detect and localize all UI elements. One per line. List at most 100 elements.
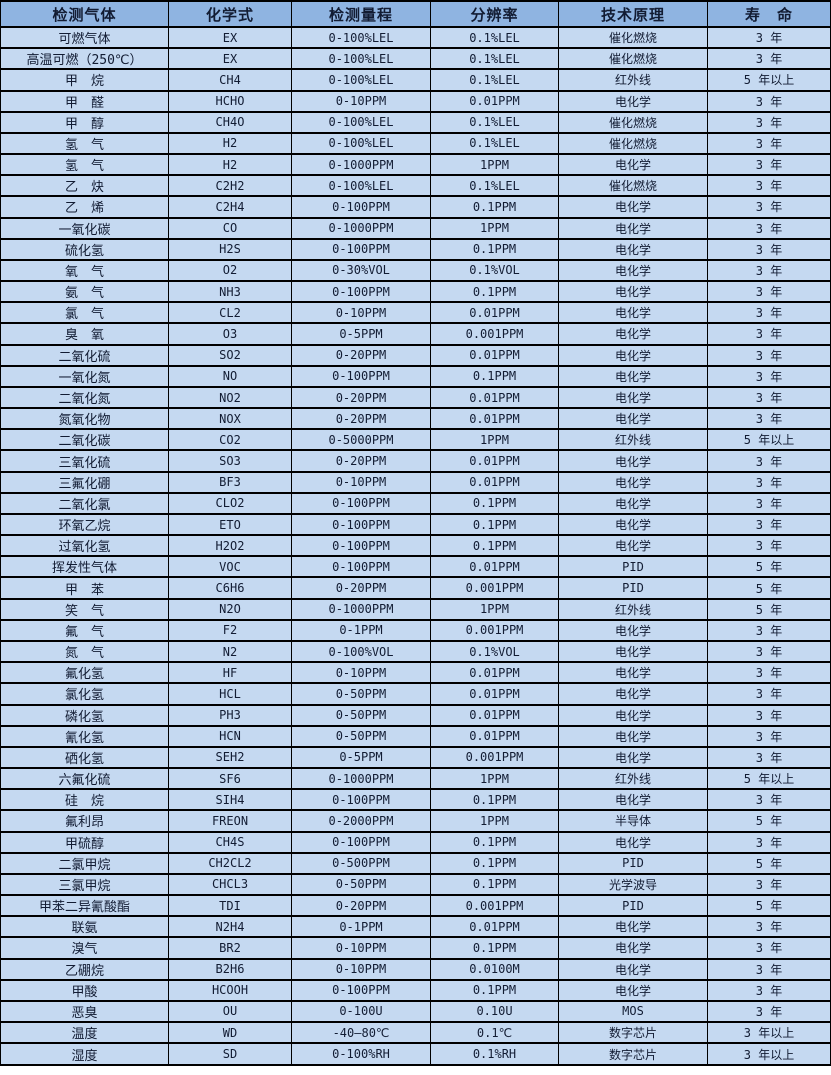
cell-range: 0-50PPM [291, 872, 431, 897]
cell-gas-name: 硒化氢 [0, 745, 169, 770]
cell-resolution: 0.1PPM [430, 195, 559, 219]
cell-principle: 电化学 [558, 978, 708, 1002]
cell-lifespan: 3 年 [707, 788, 831, 812]
cell-principle: 电化学 [558, 258, 708, 283]
cell-resolution: 0.1PPM [430, 280, 559, 304]
cell-gas-name: 氟利昂 [0, 809, 169, 833]
table-row: 高温可燃（250℃） EX 0-100%LEL 0.1%LEL 催化燃烧 3 年 [0, 47, 831, 71]
cell-formula: HCL [168, 682, 292, 706]
cell-formula: HF [168, 661, 292, 685]
table-row: 过氧化氢 H2O2 0-100PPM 0.1PPM 电化学 3 年 [0, 534, 831, 558]
cell-lifespan: 3 年 [707, 47, 831, 71]
cell-resolution: 0.1%LEL [430, 174, 559, 198]
cell-range: 0-1000PPM [291, 216, 431, 240]
cell-resolution: 1PPM [430, 597, 559, 621]
cell-resolution: 0.01PPM [430, 385, 559, 410]
cell-gas-name: 甲硫醇 [0, 830, 169, 854]
cell-lifespan: 5 年 [707, 894, 831, 918]
cell-lifespan: 3 年 [707, 385, 831, 410]
table-row: 甲 苯 C6H6 0-20PPM 0.001PPM PID 5 年 [0, 576, 831, 600]
cell-gas-name: 温度 [0, 1021, 169, 1045]
cell-formula: CLO2 [168, 491, 292, 515]
cell-principle: 催化燃烧 [558, 174, 708, 198]
table-row: 环氧乙烷 ETO 0-100PPM 0.1PPM 电化学 3 年 [0, 512, 831, 537]
column-header-lifespan: 寿 命 [707, 0, 831, 28]
cell-principle: 电化学 [558, 745, 708, 770]
cell-formula: CH4 [168, 68, 292, 92]
cell-resolution: 0.1PPM [430, 534, 559, 558]
cell-lifespan: 3 年 [707, 618, 831, 642]
cell-principle: 电化学 [558, 661, 708, 685]
cell-formula: WD [168, 1021, 292, 1045]
table-row: 氯化氢 HCL 0-50PPM 0.01PPM 电化学 3 年 [0, 682, 831, 706]
cell-lifespan: 3 年 [707, 703, 831, 727]
cell-lifespan: 3 年 [707, 491, 831, 515]
cell-gas-name: 甲 烷 [0, 68, 169, 92]
cell-resolution: 0.1%VOL [430, 639, 559, 664]
table-row: 甲 醇 CH4O 0-100%LEL 0.1%LEL 催化燃烧 3 年 [0, 110, 831, 134]
cell-formula: BR2 [168, 936, 292, 960]
cell-resolution: 0.01PPM [430, 915, 559, 939]
cell-lifespan: 5 年 [707, 597, 831, 621]
cell-lifespan: 3 年 [707, 682, 831, 706]
column-header-gas: 检测气体 [0, 0, 169, 28]
cell-resolution: 0.001PPM [430, 618, 559, 642]
cell-principle: 半导体 [558, 809, 708, 833]
table-row: 三氟化硼 BF3 0-10PPM 0.01PPM 电化学 3 年 [0, 470, 831, 494]
cell-gas-name: 高温可燃（250℃） [0, 47, 169, 71]
cell-range: 0-100%LEL [291, 131, 431, 156]
cell-resolution: 0.1PPM [430, 872, 559, 897]
cell-range: 0-100%LEL [291, 110, 431, 134]
cell-lifespan: 3 年 [707, 830, 831, 854]
cell-resolution: 0.1PPM [430, 978, 559, 1002]
cell-range: 0-100PPM [291, 788, 431, 812]
cell-gas-name: 二氯甲烷 [0, 851, 169, 875]
table-row: 氢 气 H2 0-1000PPM 1PPM 电化学 3 年 [0, 153, 831, 177]
cell-gas-name: 环氧乙烷 [0, 512, 169, 537]
cell-formula: H2 [168, 153, 292, 177]
cell-resolution: 0.1PPM [430, 364, 559, 388]
cell-lifespan: 3 年 [707, 449, 831, 473]
cell-formula: N2 [168, 639, 292, 664]
cell-resolution: 0.01PPM [430, 343, 559, 367]
cell-gas-name: 氮氧化物 [0, 407, 169, 431]
cell-resolution: 0.01PPM [430, 661, 559, 685]
cell-principle: 红外线 [558, 767, 708, 791]
cell-gas-name: 二氧化氮 [0, 385, 169, 410]
cell-formula: C2H4 [168, 195, 292, 219]
cell-principle: 电化学 [558, 280, 708, 304]
cell-principle: 催化燃烧 [558, 110, 708, 134]
cell-range: 0-50PPM [291, 724, 431, 748]
cell-resolution: 0.01PPM [430, 407, 559, 431]
table-row: 甲苯二异氰酸酯 TDI 0-20PPM 0.001PPM PID 5 年 [0, 894, 831, 918]
cell-range: 0-100%LEL [291, 68, 431, 92]
cell-resolution: 1PPM [430, 767, 559, 791]
cell-principle: 红外线 [558, 597, 708, 621]
cell-resolution: 0.1℃ [430, 1021, 559, 1045]
cell-gas-name: 氯化氢 [0, 682, 169, 706]
cell-formula: C2H2 [168, 174, 292, 198]
cell-gas-name: 联氨 [0, 915, 169, 939]
cell-principle: 催化燃烧 [558, 47, 708, 71]
cell-formula: H2O2 [168, 534, 292, 558]
cell-gas-name: 氨 气 [0, 280, 169, 304]
cell-resolution: 0.1%VOL [430, 258, 559, 283]
cell-gas-name: 三氯甲烷 [0, 872, 169, 897]
cell-formula: FREON [168, 809, 292, 833]
cell-formula: C6H6 [168, 576, 292, 600]
cell-gas-name: 一氧化碳 [0, 216, 169, 240]
cell-lifespan: 5 年 [707, 809, 831, 833]
cell-range: 0-100PPM [291, 534, 431, 558]
cell-range: 0-100%VOL [291, 639, 431, 664]
cell-resolution: 0.001PPM [430, 322, 559, 346]
cell-lifespan: 3 年 [707, 724, 831, 748]
cell-gas-name: 氰化氢 [0, 724, 169, 748]
cell-range: 0-10PPM [291, 661, 431, 685]
table-row: 可燃气体 EX 0-100%LEL 0.1%LEL 催化燃烧 3 年 [0, 25, 831, 50]
header-row: 检测气体 化学式 检测量程 分辨率 技术原理 寿 命 [0, 0, 831, 28]
cell-gas-name: 氟 气 [0, 618, 169, 642]
cell-lifespan: 3 年 [707, 936, 831, 960]
cell-range: 0-100PPM [291, 512, 431, 537]
cell-range: 0-10PPM [291, 301, 431, 325]
